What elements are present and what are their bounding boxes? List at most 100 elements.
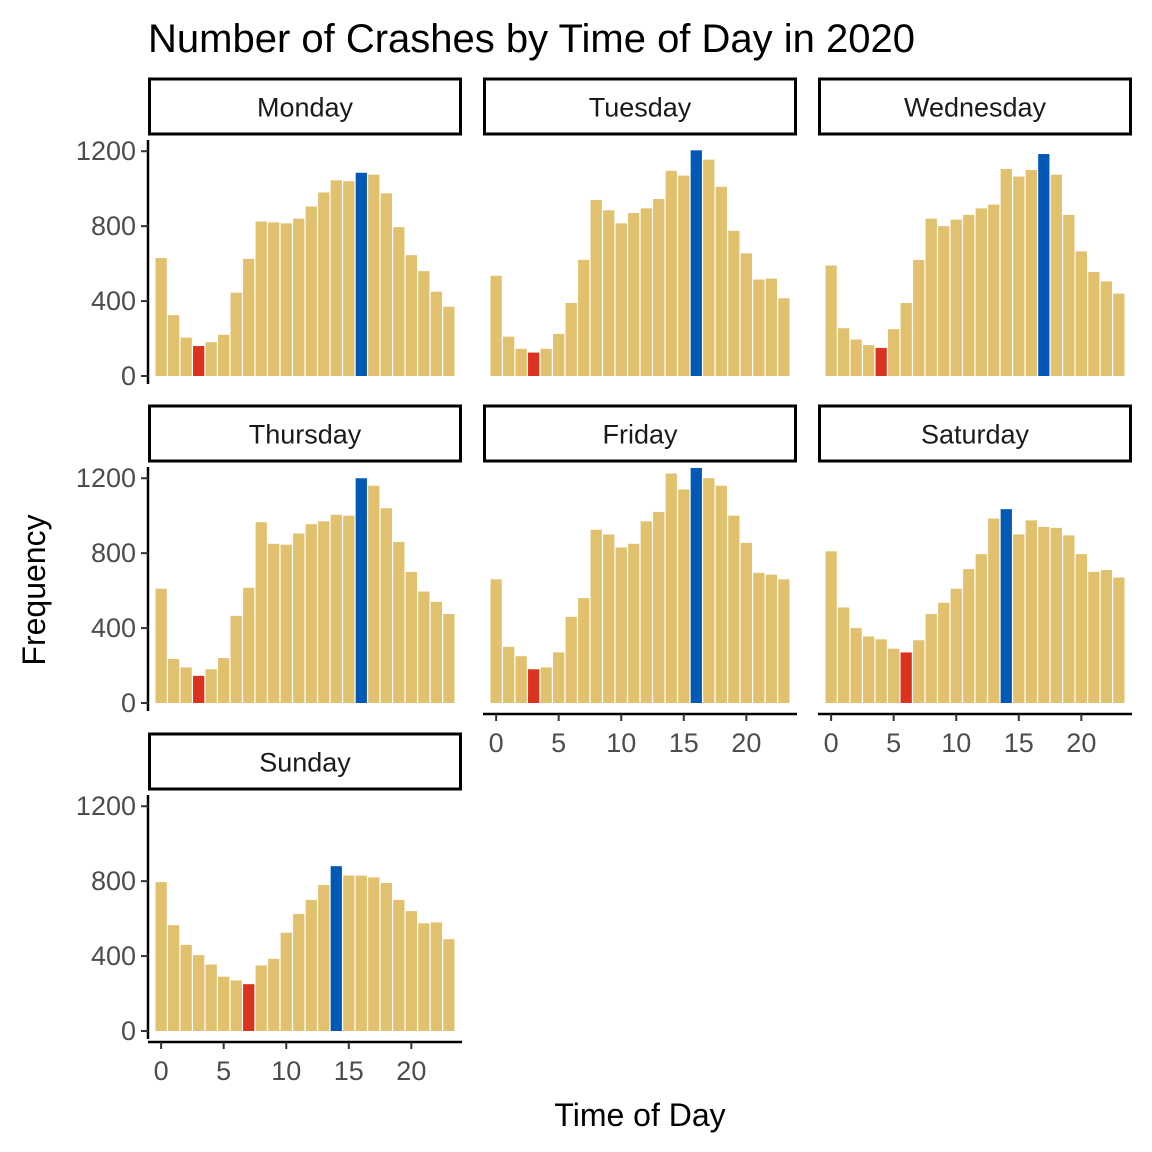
bar [765, 574, 777, 703]
y-tick-label: 800 [91, 211, 136, 241]
bar [1113, 293, 1125, 376]
bar [155, 588, 167, 703]
bar [1050, 174, 1062, 376]
bar [418, 591, 430, 703]
bar [665, 170, 677, 376]
bar [180, 337, 192, 376]
panel-friday: Friday 0 5 10 15 20 [483, 404, 797, 758]
y-tick-label: 400 [91, 613, 136, 643]
bar [305, 206, 317, 376]
x-tick-label: 15 [1004, 728, 1034, 758]
bar [1050, 527, 1062, 703]
bar [1088, 571, 1100, 703]
x-tick-label: 5 [886, 728, 901, 758]
bar [268, 543, 280, 703]
facet-strip [483, 77, 797, 136]
facet-strip [483, 404, 797, 463]
panel-wednesday: Wednesday [818, 77, 1132, 376]
bar [988, 204, 1000, 376]
bar [863, 345, 875, 376]
bar [180, 667, 192, 703]
bar [640, 208, 652, 376]
bar [850, 628, 862, 703]
bar [653, 199, 665, 376]
bar [305, 524, 317, 703]
bar [1063, 214, 1075, 376]
bar [280, 544, 292, 703]
bar [950, 588, 962, 703]
bar [343, 875, 355, 1031]
bar [703, 478, 715, 703]
bar [888, 329, 900, 376]
facet-strip [148, 404, 462, 463]
bar [925, 614, 937, 703]
bar [368, 485, 380, 703]
bar [728, 515, 740, 703]
x-tick-label: 10 [271, 1056, 301, 1086]
bar [900, 302, 912, 376]
y-tick-label: 1200 [76, 463, 136, 493]
bar [553, 652, 565, 703]
facet-label: Wednesday [904, 93, 1047, 123]
bar [740, 253, 752, 376]
facet-strip [148, 732, 462, 791]
y-tick-label: 0 [121, 1016, 136, 1046]
bar [1013, 176, 1025, 376]
bar [578, 259, 590, 376]
bar [368, 877, 380, 1031]
bar [443, 614, 455, 703]
bar [1113, 577, 1125, 703]
bar [255, 522, 267, 703]
bar [255, 965, 267, 1031]
bar [615, 547, 627, 703]
bar [255, 221, 267, 376]
bar [875, 639, 887, 703]
bar [218, 976, 230, 1031]
bar [653, 511, 665, 703]
x-tick-label: 20 [396, 1056, 426, 1086]
facet-label: Thursday [249, 420, 362, 450]
bar [913, 640, 925, 703]
x-tick-label: 5 [551, 728, 566, 758]
x-tick-label: 20 [731, 728, 761, 758]
bar [1025, 520, 1037, 703]
bar [515, 348, 527, 376]
bar [565, 302, 577, 376]
y-tick-label: 400 [91, 286, 136, 316]
x-tick-label: 0 [154, 1056, 169, 1086]
bar [825, 265, 837, 376]
bar [665, 473, 677, 703]
bar [490, 579, 502, 703]
panel-tuesday: Tuesday [483, 77, 797, 376]
bar [938, 226, 950, 376]
x-tick-label: 20 [1066, 728, 1096, 758]
bar [293, 913, 305, 1031]
bar [690, 467, 702, 703]
bar [590, 529, 602, 703]
bar [405, 911, 417, 1031]
bar [628, 213, 640, 376]
bar [628, 543, 640, 703]
bar [243, 587, 255, 703]
bar [155, 882, 167, 1031]
bar [355, 172, 367, 376]
facet-strip [818, 77, 1132, 136]
bar [393, 899, 405, 1031]
bar [393, 541, 405, 703]
chart-title: Number of Crashes by Time of Day in 2020 [148, 17, 915, 61]
bar [900, 652, 912, 703]
bar [540, 667, 552, 703]
y-tick-label: 400 [91, 941, 136, 971]
bar [640, 521, 652, 703]
bar [430, 922, 442, 1031]
facet-panels: Monday 0 400 800 1200 Tuesday Wednesday Thursda… [76, 77, 1132, 1086]
bar [528, 352, 540, 376]
bar [343, 181, 355, 376]
bar [168, 315, 180, 376]
bar [443, 939, 455, 1031]
bar [753, 572, 765, 703]
bar [963, 214, 975, 376]
bar [318, 192, 330, 376]
bar [678, 489, 690, 703]
bar [578, 598, 590, 703]
